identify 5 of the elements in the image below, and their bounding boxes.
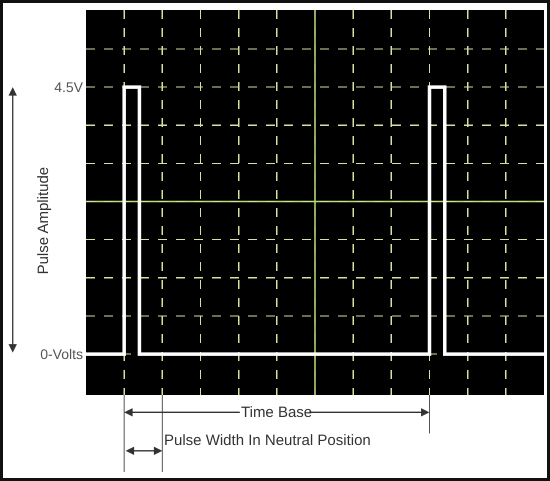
text: Time Base: [241, 404, 312, 421]
text: Pulse Amplitude: [35, 166, 52, 274]
y-tick-label: 0-Volts: [40, 346, 83, 362]
text: Pulse Width In Neutral Position: [164, 432, 371, 449]
y-tick-label: 4.5V: [54, 79, 84, 96]
